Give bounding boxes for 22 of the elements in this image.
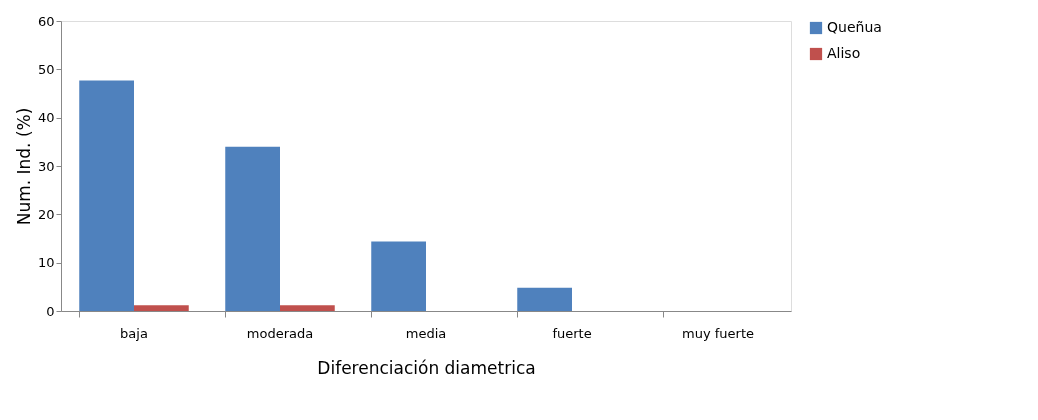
y-tick-label: 10 [37, 255, 55, 271]
bar [517, 287, 572, 311]
bar [225, 146, 280, 311]
y-tick-label: 0 [46, 303, 55, 319]
legend-label: Aliso [827, 45, 861, 61]
y-tick-label: 50 [37, 61, 55, 77]
x-tick-label: media [405, 325, 447, 341]
bar [280, 305, 335, 311]
x-tick-label: moderada [246, 325, 314, 341]
bar [371, 241, 426, 311]
x-tick-label: muy fuerte [682, 325, 754, 341]
y-tick-label: 60 [37, 13, 55, 29]
bar [134, 305, 189, 311]
y-tick-label: 30 [37, 158, 55, 174]
x-tick-label: fuerte [552, 325, 592, 341]
y-tick-label: 20 [37, 206, 55, 222]
y-tick-label: 40 [37, 110, 55, 126]
y-axis-title: Num. Ind. (%) [13, 107, 34, 226]
x-tick-label: baja [120, 325, 148, 341]
legend-label: Queñua [827, 19, 882, 35]
x-axis-title: Diferenciación diametrica [317, 357, 536, 378]
bar [79, 80, 134, 311]
